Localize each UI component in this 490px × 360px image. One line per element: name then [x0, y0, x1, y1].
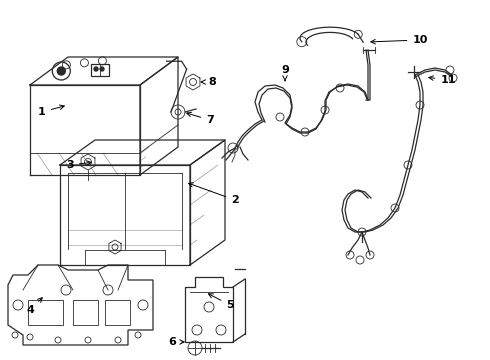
Text: 1: 1 [38, 105, 64, 117]
Circle shape [94, 67, 98, 71]
Bar [28, 300, 63, 325]
Text: 10: 10 [371, 35, 428, 45]
Text: 6: 6 [168, 337, 184, 347]
Text: 11: 11 [429, 75, 456, 85]
Circle shape [57, 67, 65, 75]
Text: 2: 2 [189, 183, 239, 205]
Text: 9: 9 [281, 65, 289, 81]
Text: 3: 3 [66, 160, 91, 170]
Text: 5: 5 [208, 294, 234, 310]
Text: 4: 4 [26, 298, 42, 315]
Bar [105, 300, 130, 325]
Text: 8: 8 [201, 77, 216, 87]
Bar [91, 64, 109, 76]
Text: 7: 7 [187, 112, 214, 125]
Bar [73, 300, 98, 325]
Circle shape [100, 67, 104, 71]
